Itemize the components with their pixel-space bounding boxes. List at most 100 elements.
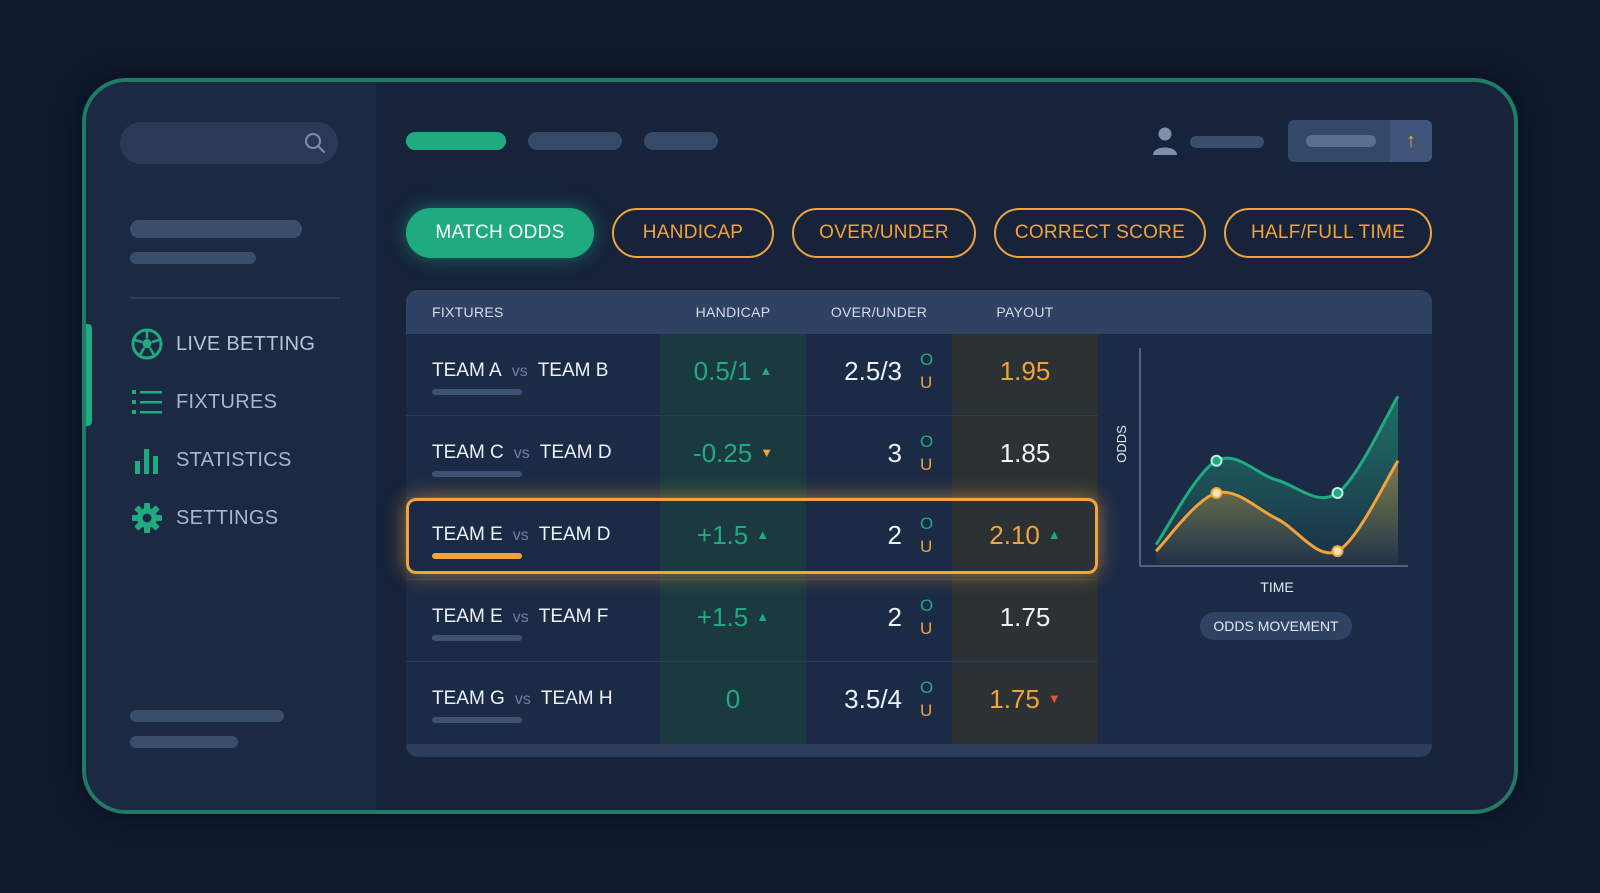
payout-text: 1.85: [999, 438, 1051, 468]
series-area: [1156, 460, 1398, 564]
payout-value[interactable]: 1.75 ▼: [952, 684, 1098, 715]
payout-value[interactable]: 1.95: [952, 356, 1098, 387]
handicap-value[interactable]: -0.25 ▼: [660, 438, 806, 469]
footer-line-1: [130, 710, 284, 722]
user-icon[interactable]: [1152, 126, 1178, 161]
under-label[interactable]: U: [920, 701, 933, 720]
over-label[interactable]: O: [920, 596, 934, 615]
under-label[interactable]: U: [920, 455, 933, 474]
table-row[interactable]: TEAM G vs TEAM H 0 3.5/4 O U 1.75 ▼: [406, 662, 1098, 744]
x-axis-label: TIME: [1260, 579, 1293, 595]
chart-caption-chip[interactable]: ODDS MOVEMENT: [1200, 612, 1352, 640]
tab-over-under[interactable]: OVER/UNDER: [792, 208, 976, 258]
gear-icon: [130, 501, 164, 535]
sidebar-item-statistics[interactable]: STATISTICS: [130, 442, 292, 478]
fixture-name[interactable]: TEAM G vs TEAM H: [432, 688, 613, 710]
sidebar-item-label: STATISTICS: [176, 448, 292, 471]
fixture-name[interactable]: TEAM C vs TEAM D: [432, 442, 612, 464]
away-team: TEAM H: [540, 688, 613, 709]
fixture-underline: [432, 635, 522, 641]
sidebar-item-settings[interactable]: SETTINGS: [130, 500, 278, 536]
nav-pill-active[interactable]: [406, 132, 506, 150]
tab-handicap[interactable]: HANDICAP: [612, 208, 774, 258]
y-axis-label: ODDS: [1114, 425, 1129, 463]
fixture-underline: [432, 553, 522, 559]
arrow-up-icon: ↑: [1390, 120, 1432, 162]
payout-value[interactable]: 1.75: [952, 602, 1098, 633]
sidebar-item-label: FIXTURES: [176, 390, 278, 413]
away-team: TEAM B: [537, 360, 609, 381]
over-label[interactable]: O: [920, 514, 934, 533]
fixture-underline: [432, 471, 522, 477]
home-team: TEAM A: [432, 360, 502, 381]
handicap-value[interactable]: 0.5/1 ▲: [660, 356, 806, 387]
over-under-value: 2: [887, 520, 902, 550]
handicap-value[interactable]: +1.5 ▲: [660, 602, 806, 633]
under-label[interactable]: U: [920, 373, 933, 392]
over-label[interactable]: O: [920, 678, 934, 697]
trend-up-icon: ▲: [759, 363, 773, 378]
nav-pill[interactable]: [644, 132, 718, 150]
search-input[interactable]: [120, 122, 338, 164]
over-label[interactable]: O: [920, 432, 934, 451]
vs-label: vs: [513, 445, 530, 462]
button-label-placeholder: [1306, 135, 1376, 147]
handicap-text: 0: [725, 684, 741, 714]
column-header-payout[interactable]: PAYOUT: [996, 304, 1054, 320]
handicap-value[interactable]: 0: [660, 684, 806, 715]
series-line: [1154, 395, 1400, 546]
over-label[interactable]: O: [920, 350, 934, 369]
row-divider: [406, 415, 1098, 416]
sidebar-item-live-betting[interactable]: LIVE BETTING: [130, 326, 315, 362]
payout-value[interactable]: 1.85: [952, 438, 1098, 469]
bar-chart-icon: [130, 443, 164, 477]
fixture-name[interactable]: TEAM E vs TEAM D: [432, 524, 611, 546]
away-team: TEAM F: [538, 606, 609, 627]
vs-label: vs: [511, 363, 528, 380]
under-label[interactable]: U: [920, 619, 933, 638]
tab-half-full-time[interactable]: HALF/FULL TIME: [1224, 208, 1432, 258]
table-row[interactable]: TEAM C vs TEAM D -0.25 ▼ 3 O U 1.85: [406, 416, 1098, 498]
handicap-text: +1.5: [696, 602, 749, 632]
column-header-handicap[interactable]: HANDICAP: [695, 304, 771, 320]
tab-match-odds[interactable]: MATCH ODDS: [406, 208, 594, 258]
table-row[interactable]: TEAM A vs TEAM B 0.5/1 ▲ 2.5/3 O U 1.95: [406, 334, 1098, 416]
fixture-name[interactable]: TEAM A vs TEAM B: [432, 360, 608, 382]
data-point: [1331, 487, 1344, 500]
column-header-over-under[interactable]: OVER/UNDER: [830, 304, 928, 320]
nav-pill[interactable]: [528, 132, 622, 150]
active-indicator: [86, 324, 92, 426]
row-divider: [406, 579, 1098, 580]
search-icon[interactable]: [304, 132, 326, 154]
sidebar-item-label: SETTINGS: [176, 506, 279, 529]
table-row[interactable]: TEAM E vs TEAM F +1.5 ▲ 2 O U 1.75: [406, 580, 1098, 662]
tab-correct-score[interactable]: CORRECT SCORE: [994, 208, 1206, 258]
table-footer: [406, 744, 1432, 757]
over-under-value: 3.5/4: [844, 684, 902, 714]
payout-text: 1.75: [999, 602, 1051, 632]
payout-value[interactable]: 2.10 ▲: [952, 520, 1098, 551]
trend-up-icon: ▲: [1047, 527, 1061, 542]
list-icon: [130, 385, 164, 419]
column-header-fixtures[interactable]: FIXTURES: [432, 304, 504, 320]
footer-line-2: [130, 736, 238, 748]
handicap-text: 0.5/1: [693, 356, 752, 386]
under-label[interactable]: U: [920, 537, 933, 556]
sidebar-divider: [130, 297, 340, 299]
home-team: TEAM C: [432, 442, 504, 463]
table-row[interactable]: TEAM E vs TEAM D +1.5 ▲ 2 O U 2.10 ▲: [406, 498, 1098, 580]
profile-line-2: [130, 252, 256, 264]
fixture-name[interactable]: TEAM E vs TEAM F: [432, 606, 608, 628]
username-placeholder: [1190, 136, 1264, 148]
sidebar-item-fixtures[interactable]: FIXTURES: [130, 384, 277, 420]
handicap-value[interactable]: +1.5 ▲: [660, 520, 806, 551]
handicap-text: +1.5: [696, 520, 749, 550]
row-divider: [406, 661, 1098, 662]
table-header: FIXTURES HANDICAP OVER/UNDER PAYOUT: [406, 290, 1432, 334]
vs-label: vs: [512, 527, 529, 544]
row-divider: [406, 497, 1098, 498]
home-team: TEAM G: [432, 688, 505, 709]
payout-text: 2.10: [989, 520, 1040, 550]
upload-button[interactable]: ↑: [1288, 120, 1432, 162]
trend-down-icon: ▼: [760, 445, 774, 460]
